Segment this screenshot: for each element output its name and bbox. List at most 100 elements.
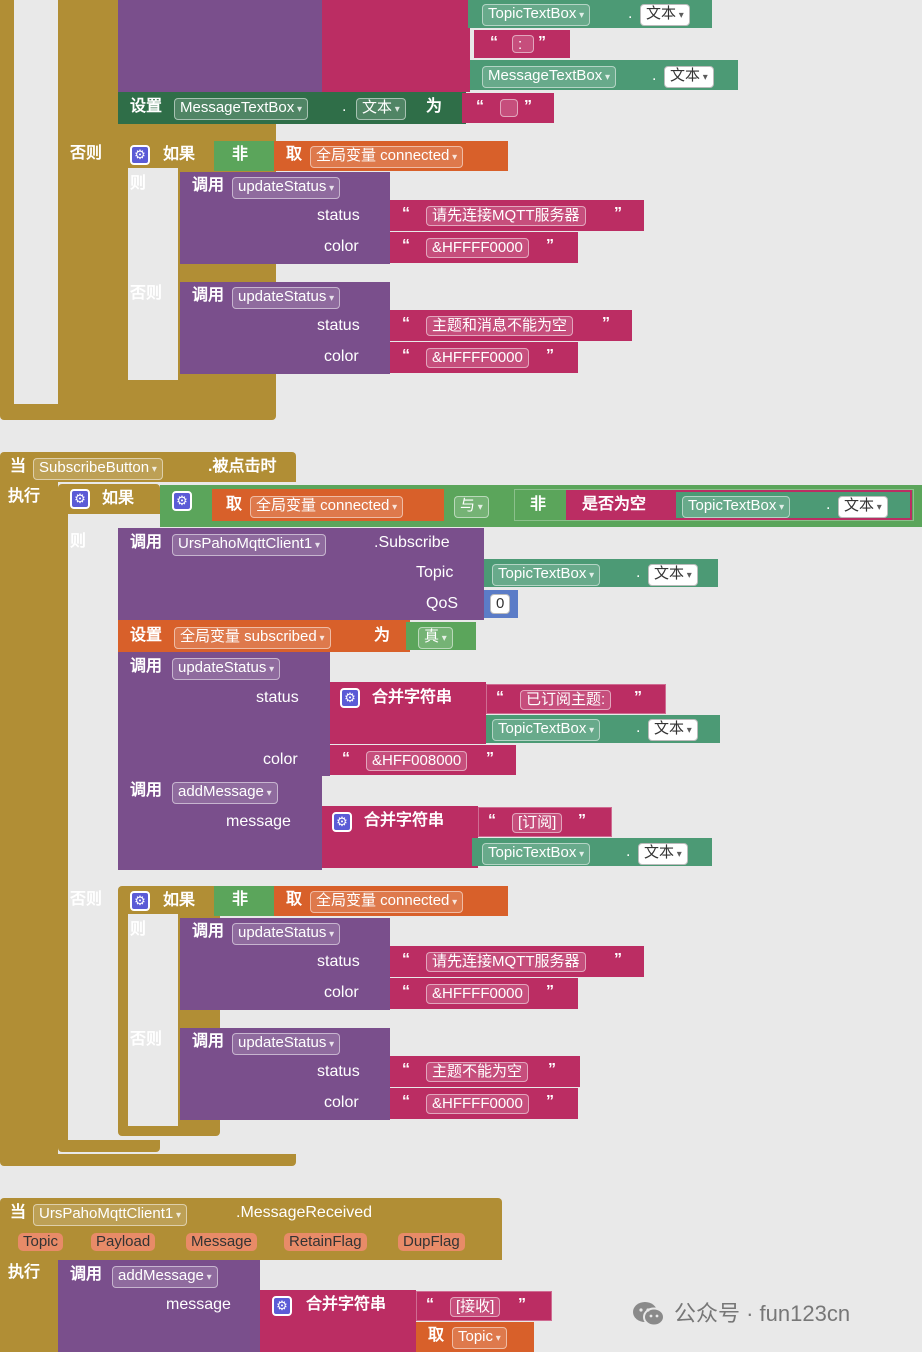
string-field[interactable]: [接收] — [450, 1297, 501, 1317]
property-dropdown[interactable]: 文本 — [638, 843, 688, 865]
to-label: 为 — [374, 627, 391, 644]
component-dropdown[interactable]: UrsPahoMqttClient1 — [33, 1204, 188, 1226]
string-field[interactable]: &HFFFF0000 — [426, 984, 529, 1004]
inner-if-block[interactable] — [58, 0, 118, 408]
event-param-message[interactable]: Message — [186, 1233, 257, 1251]
param-status-label: status — [317, 317, 360, 334]
message-received-event-body[interactable] — [0, 1260, 60, 1352]
call-label: 调用 — [130, 534, 163, 551]
string-field[interactable]: 主题不能为空 — [426, 1062, 529, 1082]
param-status-label: status — [317, 1063, 360, 1080]
close-quote: ” — [546, 237, 554, 254]
open-quote: “ — [402, 237, 410, 254]
component-dropdown[interactable]: TopicTextBox — [492, 719, 601, 741]
procedure-dropdown[interactable]: updateStatus — [232, 923, 341, 945]
component-dropdown[interactable]: MessageTextBox — [174, 98, 309, 120]
open-quote: “ — [488, 812, 496, 829]
component-dropdown[interactable]: MessageTextBox — [482, 66, 617, 88]
logic-op-dropdown[interactable]: 与 — [454, 496, 489, 518]
string-field[interactable]: 主题和消息不能为空 — [426, 316, 574, 336]
component-dropdown[interactable]: TopicTextBox — [492, 564, 601, 586]
not-block[interactable] — [214, 141, 274, 171]
join-block[interactable] — [322, 0, 470, 92]
event-param-topic[interactable]: Topic — [18, 1233, 64, 1251]
string-field[interactable]: : — [512, 35, 534, 53]
string-field[interactable]: &HFF008000 — [366, 751, 468, 771]
workspace-gap — [128, 914, 178, 1126]
do-label: 执行 — [8, 488, 41, 505]
procedure-dropdown[interactable]: addMessage — [172, 782, 278, 804]
string-field[interactable]: [订阅] — [512, 813, 563, 833]
component-dropdown[interactable]: UrsPahoMqttClient1 — [172, 534, 327, 556]
component-dropdown[interactable]: TopicTextBox — [482, 4, 591, 26]
set-label: 设置 — [130, 627, 163, 644]
procedure-dropdown[interactable]: updateStatus — [232, 1033, 341, 1055]
close-quote: ” — [634, 689, 642, 706]
call-label: 调用 — [192, 287, 225, 304]
property-dropdown[interactable]: 文本 — [648, 719, 698, 741]
empty-string-block[interactable] — [462, 93, 554, 123]
variable-dropdown[interactable]: 全局变量 connected — [310, 146, 464, 168]
add-message-call-block[interactable] — [118, 0, 322, 92]
procedure-dropdown[interactable]: addMessage — [112, 1266, 218, 1288]
when-label: 当 — [10, 458, 27, 475]
is-empty-label: 是否为空 — [582, 496, 647, 513]
else-label: 否则 — [70, 145, 103, 162]
qos-number-field[interactable]: 0 — [490, 594, 511, 614]
property-dropdown[interactable]: 文本 — [640, 4, 690, 26]
boolean-dropdown[interactable]: 真 — [418, 627, 453, 649]
get-label: 取 — [428, 1327, 445, 1344]
component-dropdown[interactable]: SubscribeButton — [33, 458, 163, 480]
component-dropdown[interactable]: TopicTextBox — [682, 496, 791, 518]
string-field[interactable]: 请先连接MQTT服务器 — [426, 952, 586, 972]
event-param-payload[interactable]: Payload — [91, 1233, 156, 1251]
open-quote: “ — [402, 347, 410, 364]
procedure-dropdown[interactable]: updateStatus — [172, 658, 281, 680]
then-label: 则 — [130, 921, 147, 938]
gear-icon[interactable]: ⚙ — [130, 891, 150, 911]
property-dropdown[interactable]: 文本 — [838, 496, 888, 518]
component-dropdown[interactable]: TopicTextBox — [482, 843, 591, 865]
dot-label: . — [636, 564, 641, 581]
gear-icon[interactable]: ⚙ — [340, 688, 360, 708]
close-quote: ” — [524, 98, 532, 115]
string-field[interactable] — [500, 99, 518, 117]
param-dropdown[interactable]: Topic — [452, 1327, 507, 1349]
else-label: 否则 — [70, 891, 103, 908]
gear-icon[interactable]: ⚙ — [172, 491, 192, 511]
if-else-spine[interactable] — [118, 914, 128, 1128]
property-dropdown[interactable]: 文本 — [648, 564, 698, 586]
gear-icon[interactable]: ⚙ — [332, 812, 352, 832]
gear-icon[interactable]: ⚙ — [130, 145, 150, 165]
text-string-block[interactable] — [474, 30, 570, 58]
string-field[interactable]: 已订阅主题: — [520, 690, 612, 710]
string-field[interactable]: &HFFFF0000 — [426, 238, 529, 258]
gear-icon[interactable]: ⚙ — [70, 489, 90, 509]
event-param-dupflag[interactable]: DupFlag — [398, 1233, 465, 1251]
procedure-dropdown[interactable]: updateStatus — [232, 287, 341, 309]
variable-dropdown[interactable]: 全局变量 connected — [310, 891, 464, 913]
variable-dropdown[interactable]: 全局变量 connected — [250, 496, 404, 518]
string-field[interactable]: &HFFFF0000 — [426, 1094, 529, 1114]
set-label: 设置 — [130, 98, 163, 115]
procedure-dropdown[interactable]: updateStatus — [232, 177, 341, 199]
event-param-retainflag[interactable]: RetainFlag — [284, 1233, 367, 1251]
close-quote: ” — [538, 34, 546, 51]
when-label: 当 — [10, 1204, 27, 1221]
not-block[interactable] — [214, 886, 274, 916]
string-field[interactable]: 请先连接MQTT服务器 — [426, 206, 586, 226]
open-quote: “ — [426, 1296, 434, 1313]
param-status-label: status — [317, 207, 360, 224]
call-label: 调用 — [130, 782, 163, 799]
close-quote: ” — [518, 1296, 526, 1313]
join-label: 合并字符串 — [364, 812, 445, 829]
gear-icon[interactable]: ⚙ — [272, 1296, 292, 1316]
variable-dropdown[interactable]: 全局变量 subscribed — [174, 627, 331, 649]
string-field[interactable]: &HFFFF0000 — [426, 348, 529, 368]
property-dropdown[interactable]: 文本 — [356, 98, 406, 120]
watermark-text: 公众号 · fun123cn — [674, 1301, 851, 1326]
dot-label: . — [628, 5, 633, 22]
property-dropdown[interactable]: 文本 — [664, 66, 714, 88]
if-else-spine[interactable] — [118, 168, 128, 382]
